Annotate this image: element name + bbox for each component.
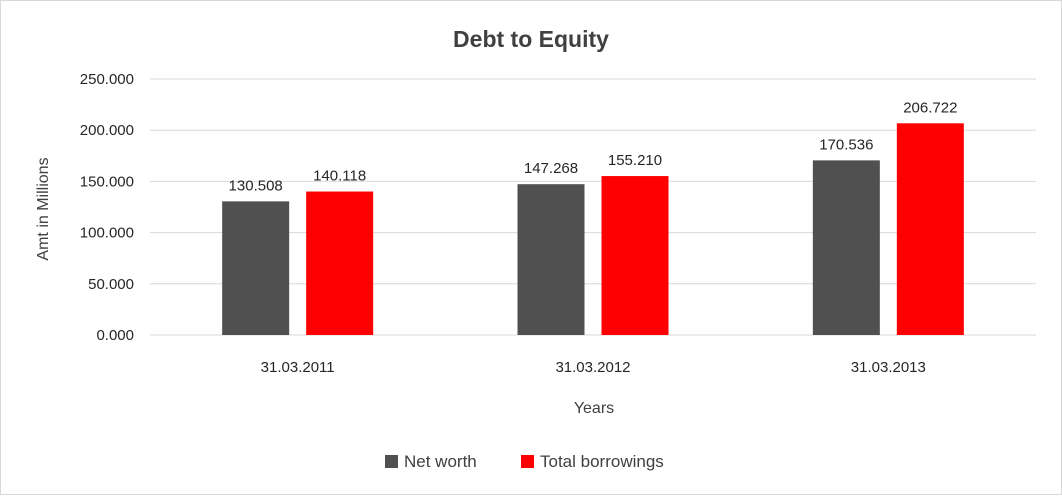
- legend-swatch: [385, 455, 398, 468]
- y-axis-ticks: 0.000 50.000 100.000 150.000 200.000 250.000: [80, 71, 134, 344]
- legend-entry: Total borrowings: [540, 452, 664, 471]
- x-tick-label: 31.03.2013: [851, 359, 926, 376]
- legend-entry: Net worth: [404, 452, 477, 471]
- y-tick-label: 250.000: [80, 71, 134, 88]
- data-label: 170.536: [819, 136, 873, 153]
- bar-total-borrowings: [601, 176, 669, 335]
- bar-net-worth: [812, 160, 880, 335]
- data-label: 140.118: [313, 168, 366, 185]
- legend-swatch: [521, 455, 534, 468]
- y-tick-label: 150.000: [80, 173, 134, 190]
- bars: [222, 123, 964, 335]
- y-tick-label: 0.000: [96, 327, 134, 344]
- data-label: 130.508: [229, 177, 283, 194]
- data-label: 155.210: [608, 152, 662, 169]
- y-tick-label: 100.000: [80, 225, 134, 242]
- bar-net-worth: [517, 184, 585, 335]
- data-label: 147.268: [524, 160, 578, 177]
- legend: Net worth Total borrowings: [385, 452, 664, 471]
- bar-net-worth: [222, 201, 290, 335]
- chart-title: Debt to Equity: [453, 26, 609, 52]
- x-axis-label: Years: [574, 400, 614, 417]
- data-labels: 130.508 140.118 147.268 155.210 170.536 206.7…: [229, 99, 958, 194]
- y-axis-label: Amt in Millions: [35, 157, 52, 260]
- data-label: 206.722: [903, 99, 957, 116]
- x-tick-label: 31.03.2011: [261, 359, 335, 376]
- x-axis-ticks: 31.03.2011 31.03.2012 31.03.2013: [261, 359, 926, 376]
- y-tick-label: 50.000: [88, 276, 134, 293]
- bar-total-borrowings: [896, 123, 964, 335]
- gridlines: [150, 78, 1036, 336]
- y-tick-label: 200.000: [80, 122, 134, 139]
- x-tick-label: 31.03.2012: [555, 359, 630, 376]
- bar-total-borrowings: [306, 191, 374, 335]
